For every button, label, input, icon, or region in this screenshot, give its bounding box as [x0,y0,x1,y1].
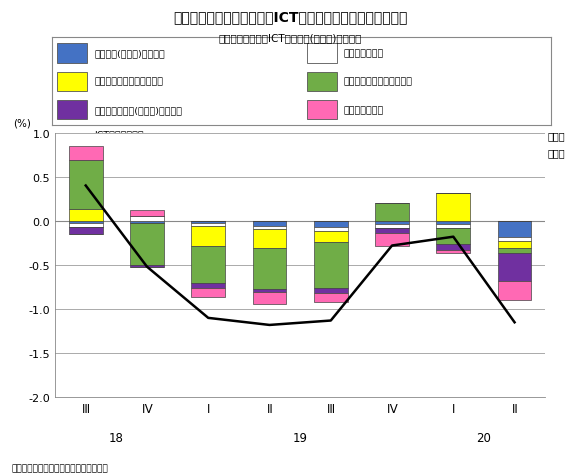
FancyBboxPatch shape [307,72,336,92]
Bar [437,244,470,250]
Text: 電算機類(含部品)・寄与度: 電算機類(含部品)・寄与度 [95,50,165,59]
Bar [191,227,225,247]
Bar [314,294,347,302]
Bar [130,217,164,221]
Text: 通信機・寄与度: 通信機・寄与度 [344,50,384,59]
Text: その他・寄与度: その他・寄与度 [344,106,384,115]
Bar [253,248,287,289]
Bar [375,225,409,228]
Bar [253,289,287,293]
Bar [69,160,103,210]
Bar [69,228,103,235]
Text: 19: 19 [293,431,307,444]
FancyBboxPatch shape [307,44,336,64]
Bar [314,288,347,294]
Bar [253,293,287,304]
Bar [130,221,164,223]
Bar [437,228,470,244]
Text: 音響・映像機器(含部品)・寄与度: 音響・映像機器(含部品)・寄与度 [95,106,183,115]
Bar [498,237,531,242]
Text: 18: 18 [109,431,124,444]
Bar [69,223,103,228]
Bar [437,193,470,221]
Bar [375,204,409,221]
Bar [191,221,225,223]
Text: （期）: （期） [548,130,566,140]
Bar [498,248,531,253]
Text: (%): (%) [13,118,31,128]
Bar [375,221,409,225]
FancyBboxPatch shape [57,44,87,64]
FancyBboxPatch shape [57,72,87,92]
Bar [253,229,287,248]
Bar [191,247,225,284]
Text: 輸出総額に占めるICT関連輸出(品目別)の寄与度: 輸出総額に占めるICT関連輸出(品目別)の寄与度 [218,33,362,43]
Bar [498,281,531,301]
Bar [191,288,225,297]
Bar [314,221,347,228]
Text: 半導体等電子部品・寄与度: 半導体等電子部品・寄与度 [95,78,164,87]
Bar [314,231,347,242]
Bar [437,250,470,254]
Text: 20: 20 [477,431,491,444]
Bar [498,253,531,281]
Text: ICT関連・寄与度: ICT関連・寄与度 [95,130,144,139]
Bar [130,223,164,266]
Text: 図表８　輸出総額に占めるICT関連輸出（品目別）の寄与度: 図表８ 輸出総額に占めるICT関連輸出（品目別）の寄与度 [173,10,407,24]
Bar [314,242,347,288]
Bar [191,223,225,227]
Bar [191,284,225,288]
Bar [498,242,531,248]
Bar [437,225,470,228]
Bar [69,210,103,221]
Bar [437,221,470,225]
Text: 半導体等製造装置・寄与度: 半導体等製造装置・寄与度 [344,78,413,87]
Bar [498,221,531,237]
Text: （年）: （年） [548,148,566,158]
Bar [375,234,409,246]
Bar [314,228,347,231]
Text: （出所）財務省「貿易統計」から作成。: （出所）財務省「貿易統計」から作成。 [12,463,108,472]
Bar [253,227,287,229]
Bar [130,266,164,267]
FancyBboxPatch shape [307,100,336,120]
Bar [69,221,103,223]
Bar [69,147,103,160]
FancyBboxPatch shape [57,100,87,120]
Bar [253,221,287,227]
Bar [375,228,409,234]
Bar [130,211,164,217]
